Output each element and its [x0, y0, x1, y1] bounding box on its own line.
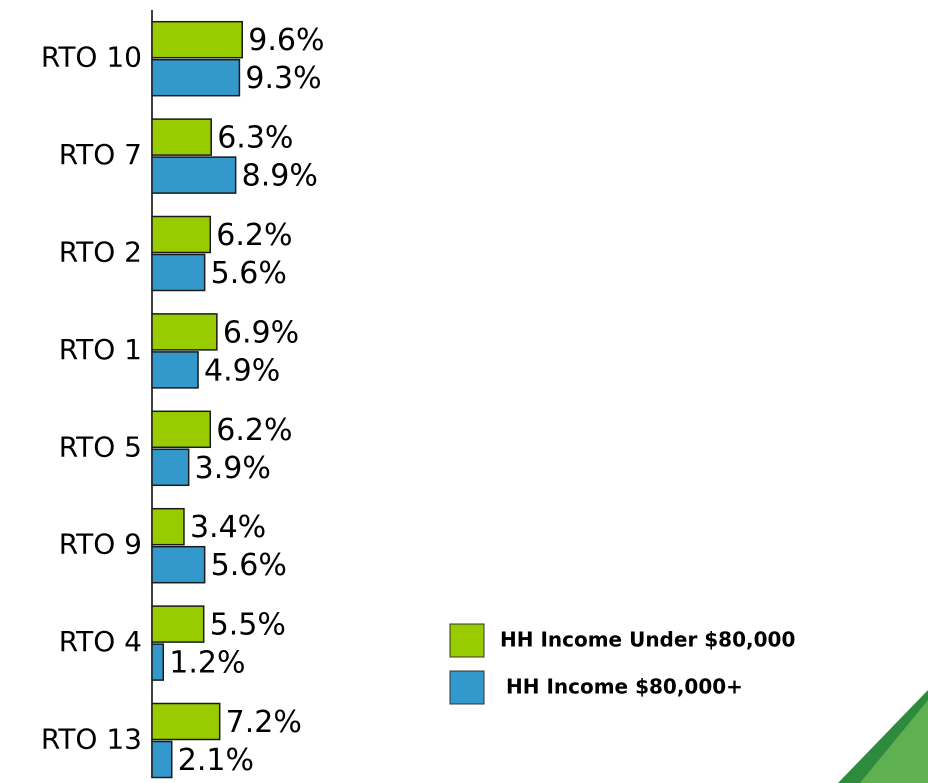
bar	[152, 255, 205, 291]
data-label: 4.9%	[204, 353, 280, 388]
y-tick-label: RTO 9	[59, 528, 142, 561]
legend-swatch	[450, 671, 484, 704]
y-tick-label: RTO 1	[59, 333, 142, 366]
data-label: 7.2%	[226, 705, 302, 740]
data-label: 1.2%	[169, 646, 245, 681]
bar	[152, 449, 189, 485]
bar	[152, 606, 204, 642]
data-label: 9.3%	[245, 61, 321, 96]
data-label: 3.4%	[190, 510, 266, 545]
data-label: 6.2%	[216, 413, 292, 448]
bar	[152, 352, 198, 388]
data-label: 8.9%	[242, 159, 318, 194]
legend-label: HH Income $80,000+	[506, 675, 743, 699]
bar	[152, 217, 210, 253]
bar	[152, 119, 211, 155]
legend-label: HH Income Under $80,000	[500, 628, 795, 652]
data-label: 5.5%	[210, 608, 286, 643]
y-tick-label: RTO 2	[59, 236, 142, 269]
bar	[152, 547, 205, 583]
bar	[152, 60, 239, 96]
bar	[152, 157, 236, 193]
bar	[152, 742, 172, 778]
y-tick-label: RTO 10	[41, 41, 142, 74]
data-label: 9.6%	[248, 23, 324, 58]
bar	[152, 314, 217, 350]
data-label: 2.1%	[178, 743, 254, 778]
bar	[152, 411, 210, 447]
y-tick-label: RTO 4	[59, 625, 142, 658]
y-tick-label: RTO 13	[41, 723, 142, 756]
data-label: 6.3%	[217, 121, 293, 156]
bar	[152, 644, 163, 680]
bar	[152, 509, 184, 545]
chart: RTO 109.6%9.3%RTO 76.3%8.9%RTO 26.2%5.6%…	[0, 0, 928, 783]
data-label: 3.9%	[195, 451, 271, 486]
data-label: 6.2%	[216, 218, 292, 253]
legend-swatch	[450, 624, 484, 657]
data-label: 6.9%	[223, 315, 299, 350]
y-tick-label: RTO 7	[59, 138, 142, 171]
bar	[152, 704, 220, 740]
data-label: 5.6%	[211, 548, 287, 583]
bar	[152, 22, 242, 58]
y-tick-label: RTO 5	[59, 430, 142, 463]
data-label: 5.6%	[211, 256, 287, 291]
